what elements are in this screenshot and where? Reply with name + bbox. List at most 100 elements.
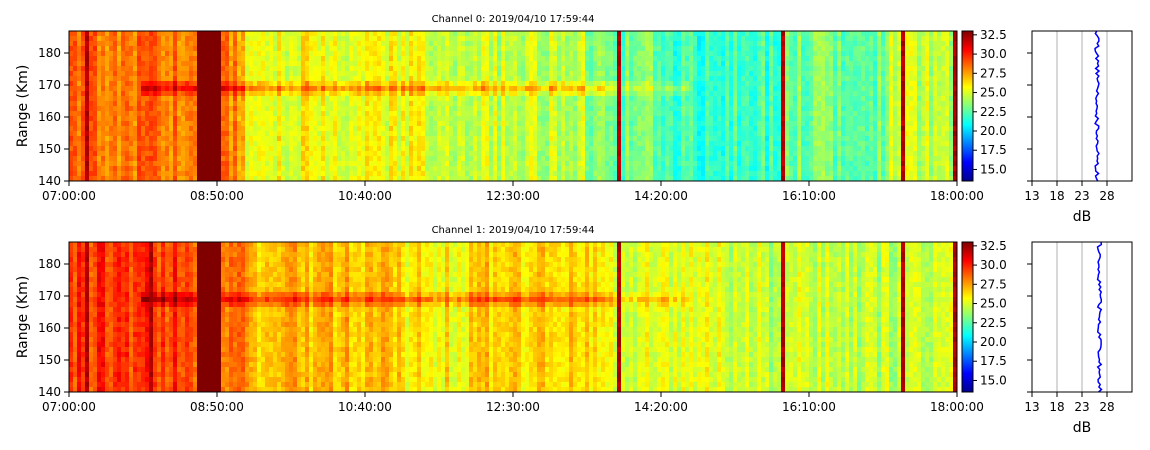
heatmap-cell bbox=[457, 86, 462, 92]
heatmap-cell bbox=[381, 171, 386, 177]
heatmap-cell bbox=[465, 56, 470, 62]
heatmap-cell bbox=[285, 166, 290, 172]
heatmap-cell bbox=[285, 106, 290, 112]
heatmap-cell bbox=[517, 81, 522, 87]
heatmap-cell bbox=[237, 76, 242, 82]
heatmap-cell bbox=[153, 66, 158, 72]
heatmap-cell bbox=[233, 71, 238, 77]
heatmap-cell bbox=[545, 176, 550, 182]
heatmap-cell bbox=[625, 136, 630, 142]
heatmap-cell bbox=[601, 171, 606, 177]
heatmap-cell bbox=[345, 176, 350, 182]
heatmap-cell bbox=[269, 41, 274, 47]
heatmap-cell bbox=[677, 106, 682, 112]
heatmap-cell bbox=[541, 41, 546, 47]
heatmap-cell bbox=[589, 161, 594, 167]
heatmap-cell bbox=[705, 116, 710, 122]
heatmap-cell bbox=[469, 161, 474, 167]
heatmap-cell bbox=[469, 176, 474, 182]
heatmap-cell bbox=[541, 166, 546, 172]
heatmap-cell bbox=[593, 161, 598, 167]
heatmap-cell bbox=[533, 31, 538, 37]
heatmap-cell bbox=[477, 56, 482, 62]
heatmap-cell bbox=[381, 76, 386, 82]
heatmap-cell bbox=[385, 176, 390, 182]
heatmap-cell bbox=[481, 106, 486, 112]
heatmap-cell bbox=[617, 146, 622, 152]
heatmap-cell bbox=[329, 71, 334, 77]
heatmap-cell bbox=[733, 106, 738, 112]
heatmap-cell bbox=[697, 166, 702, 172]
heatmap-cell bbox=[153, 71, 158, 77]
heatmap-cell bbox=[729, 41, 734, 47]
heatmap-cell bbox=[241, 56, 246, 62]
heatmap-cell bbox=[509, 136, 514, 142]
heatmap-cell bbox=[429, 66, 434, 72]
heatmap-cell bbox=[289, 176, 294, 182]
heatmap-cell bbox=[157, 171, 162, 177]
heatmap-cell bbox=[321, 106, 326, 112]
heatmap-cell bbox=[621, 71, 626, 77]
heatmap-cell bbox=[461, 96, 466, 102]
heatmap-cell bbox=[593, 171, 598, 177]
heatmap-cell bbox=[657, 36, 662, 42]
heatmap-cell bbox=[453, 96, 458, 102]
heatmap-cell bbox=[213, 111, 218, 117]
heatmap-cell bbox=[605, 151, 610, 157]
heatmap-cell bbox=[173, 71, 178, 77]
heatmap-cell bbox=[405, 116, 410, 122]
heatmap-cell bbox=[685, 161, 690, 167]
heatmap-cell bbox=[297, 131, 302, 137]
heatmap-cell bbox=[353, 36, 358, 42]
heatmap-cell bbox=[397, 141, 402, 147]
heatmap-cell bbox=[205, 161, 210, 167]
heatmap-cell bbox=[353, 71, 358, 77]
heatmap-cell bbox=[301, 141, 306, 147]
heatmap-cell bbox=[517, 146, 522, 152]
heatmap-cell bbox=[621, 106, 626, 112]
heatmap-cell bbox=[653, 111, 658, 117]
heatmap-cell bbox=[225, 101, 230, 107]
heatmap-cell bbox=[289, 31, 294, 37]
heatmap-cell bbox=[401, 111, 406, 117]
heatmap-cell bbox=[665, 136, 670, 142]
heatmap-cell bbox=[389, 96, 394, 102]
heatmap-cell bbox=[257, 46, 262, 52]
heatmap-cell bbox=[417, 161, 422, 167]
heatmap-cell bbox=[221, 96, 226, 102]
heatmap-cell bbox=[729, 86, 734, 92]
heatmap-cell bbox=[365, 71, 370, 77]
heatmap-cell bbox=[237, 41, 242, 47]
heatmap-cell bbox=[605, 146, 610, 152]
heatmap-cell bbox=[273, 61, 278, 67]
heatmap-cell bbox=[201, 81, 206, 87]
heatmap-cell bbox=[617, 171, 622, 177]
heatmap-cell bbox=[297, 141, 302, 147]
heatmap-cell bbox=[465, 111, 470, 117]
heatmap-cell bbox=[461, 101, 466, 107]
heatmap-cell bbox=[193, 56, 198, 62]
heatmap-cell bbox=[589, 111, 594, 117]
heatmap-cell bbox=[101, 56, 106, 62]
heatmap-cell bbox=[285, 121, 290, 127]
heatmap-cell bbox=[669, 141, 674, 147]
heatmap-cell bbox=[521, 126, 526, 132]
heatmap-cell bbox=[197, 46, 202, 52]
heatmap-cell bbox=[633, 131, 638, 137]
heatmap-cell bbox=[681, 156, 686, 162]
heatmap-cell bbox=[341, 101, 346, 107]
heatmap-cell bbox=[585, 171, 590, 177]
heatmap-cell bbox=[125, 76, 130, 82]
heatmap-cell bbox=[213, 176, 218, 182]
heatmap-cell bbox=[189, 171, 194, 177]
heatmap-cell bbox=[161, 176, 166, 182]
heatmap-cell bbox=[285, 56, 290, 62]
heatmap-cell bbox=[81, 41, 86, 47]
heatmap-cell bbox=[181, 176, 186, 182]
heatmap-cell bbox=[513, 61, 518, 67]
heatmap-cell bbox=[421, 76, 426, 82]
heatmap-cell bbox=[649, 111, 654, 117]
heatmap-cell bbox=[537, 56, 542, 62]
heatmap-cell bbox=[461, 61, 466, 67]
heatmap-cell bbox=[85, 81, 90, 87]
